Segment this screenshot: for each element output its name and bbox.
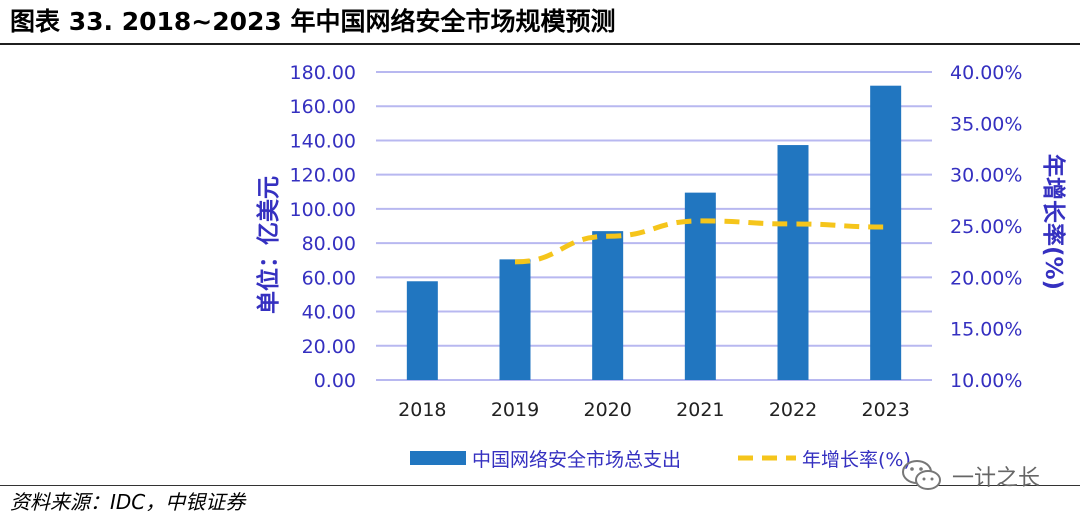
wechat-icon xyxy=(902,460,941,490)
bar-2020 xyxy=(592,231,624,380)
legend: 中国网络安全市场总支出 年增长率(%) xyxy=(410,449,911,471)
x-axis-tick-label: 2018 xyxy=(398,399,446,421)
bar-2018 xyxy=(406,281,438,380)
gridlines xyxy=(376,71,932,381)
x-axis-tick-label: 2023 xyxy=(861,399,909,421)
x-axis-ticks: 2018 2019 2020 2021 2022 2023 xyxy=(398,399,910,421)
legend-label-bar: 中国网络安全市场总支出 xyxy=(472,449,681,471)
right-axis-tick-label: 15.00% xyxy=(950,319,1022,341)
left-axis-tick-label: 0.00 xyxy=(314,370,356,392)
bar-series xyxy=(406,85,902,380)
left-axis-tick-label: 100.00 xyxy=(290,199,356,221)
x-axis-tick-label: 2019 xyxy=(491,399,539,421)
right-axis-tick-label: 40.00% xyxy=(950,62,1022,84)
x-axis-tick-label: 2020 xyxy=(583,399,631,421)
right-axis-tick-label: 10.00% xyxy=(950,370,1022,392)
right-axis-label: 年增长率(%) xyxy=(1040,154,1067,290)
right-axis-tick-label: 35.00% xyxy=(950,113,1022,135)
legend-swatch-bar xyxy=(410,451,466,465)
left-axis-tick-label: 60.00 xyxy=(302,267,356,289)
growth-line xyxy=(514,218,886,265)
left-axis-tick-label: 40.00 xyxy=(302,302,356,324)
watermark-text: 一计之长 xyxy=(952,466,1041,491)
left-axis-tick-label: 180.00 xyxy=(290,62,356,84)
footer-divider xyxy=(0,485,1080,486)
bar-2022 xyxy=(777,145,809,380)
growth-line-series xyxy=(514,218,886,265)
left-axis-tick-label: 80.00 xyxy=(302,233,356,255)
left-axis-ticks: 0.00 20.00 40.00 60.00 80.00 100.00 120.00 140.… xyxy=(290,62,356,392)
right-axis-tick-label: 20.00% xyxy=(950,267,1022,289)
left-axis-tick-label: 160.00 xyxy=(290,96,356,118)
chart: 0.00 20.00 40.00 60.00 80.00 100.00 120.00 140.… xyxy=(255,62,1067,471)
left-axis-tick-label: 120.00 xyxy=(290,165,356,187)
left-axis-tick-label: 140.00 xyxy=(290,130,356,152)
bar-2023 xyxy=(870,85,902,380)
bar-2021 xyxy=(684,192,716,380)
watermark: 一计之长 xyxy=(900,456,1060,496)
source-note: 资料来源：IDC，中银证券 xyxy=(10,490,246,514)
legend-label-line: 年增长率(%) xyxy=(802,449,911,471)
left-axis-tick-label: 20.00 xyxy=(302,336,356,358)
x-axis-tick-label: 2022 xyxy=(769,399,817,421)
right-axis-tick-label: 25.00% xyxy=(950,216,1022,238)
figure-title: 图表 33. 2018~2023 年中国网络安全市场规模预测 xyxy=(10,7,616,36)
right-axis-ticks: 10.00% 15.00% 20.00% 25.00% 30.00% 35.00% 40.0… xyxy=(950,62,1022,392)
title-divider xyxy=(0,43,1080,45)
bar-2019 xyxy=(499,259,531,380)
left-axis-label: 单位：亿美元 xyxy=(255,176,282,314)
x-axis-tick-label: 2021 xyxy=(676,399,724,421)
right-axis-tick-label: 30.00% xyxy=(950,165,1022,187)
